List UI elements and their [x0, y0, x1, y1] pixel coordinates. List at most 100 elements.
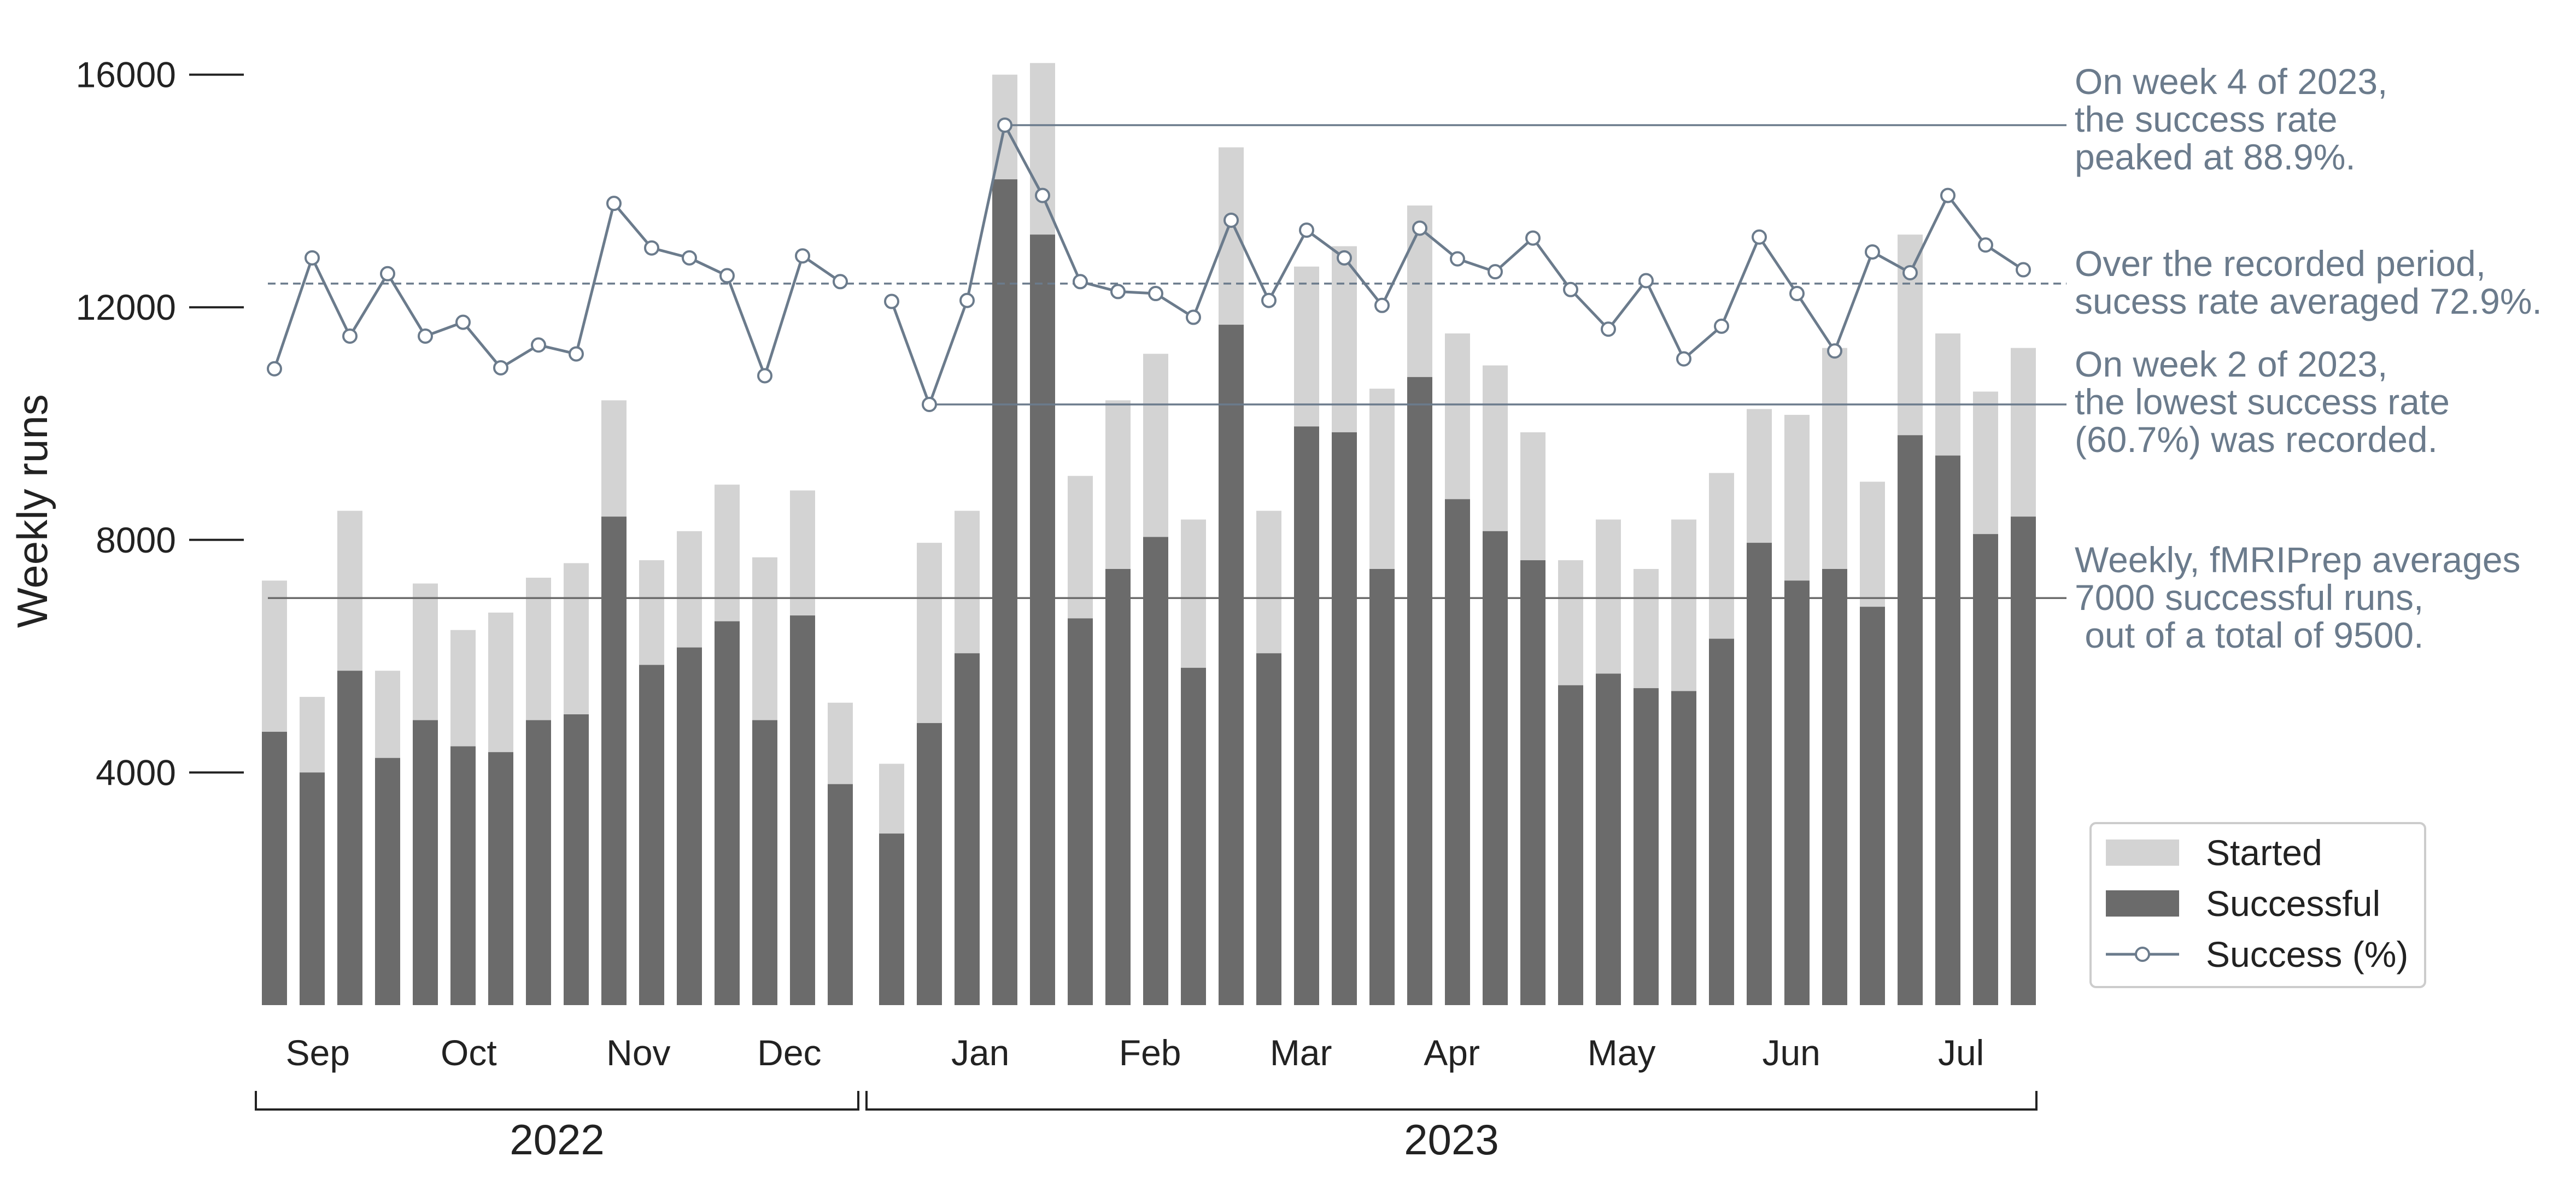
success-rate-point	[1412, 220, 1427, 236]
bar-successful	[1747, 543, 1772, 1005]
year-bracket	[865, 1091, 2038, 1111]
success-rate-point	[1261, 292, 1277, 308]
success-rate-point	[1752, 229, 1767, 245]
bar-successful	[488, 752, 513, 1005]
bar-successful	[564, 714, 589, 1005]
success-rate-line-2022	[273, 200, 841, 380]
month-label: Oct	[441, 1032, 497, 1073]
y-tick-label: 16000	[75, 55, 176, 95]
y-axis-label: Weekly runs	[8, 394, 56, 628]
success-rate-point	[1902, 265, 1918, 280]
bar-successful	[1219, 325, 1244, 1005]
success-rate-point	[2016, 262, 2031, 278]
success-rate-point	[493, 360, 508, 375]
bar-successful	[1143, 537, 1168, 1005]
success-rate-point	[1714, 318, 1729, 334]
legend-label: Success (%)	[2206, 934, 2408, 974]
bar-successful	[337, 671, 362, 1005]
bar-successful	[1445, 499, 1470, 1005]
bar-successful	[677, 647, 702, 1005]
success-rate-point	[1827, 343, 1842, 359]
bar-successful	[1332, 432, 1357, 1006]
bar-successful	[790, 615, 815, 1005]
success-rate-point	[1940, 187, 1956, 203]
success-rate-point	[1978, 237, 1993, 253]
success-rate-point	[1374, 297, 1390, 313]
annotation-text: (60.7%) was recorded.	[2075, 419, 2438, 460]
success-rate-point	[1865, 244, 1880, 260]
success-rate-point	[997, 118, 1012, 133]
success-rate-point	[833, 274, 848, 290]
bar-successful	[917, 723, 942, 1005]
bar-successful	[2011, 516, 2036, 1005]
bar-successful	[1709, 638, 1734, 1005]
month-label: Jun	[1762, 1032, 1820, 1073]
annotation-text: peaked at 88.9%.	[2075, 137, 2356, 177]
success-rate-point	[795, 248, 810, 264]
success-rate-point	[1223, 212, 1239, 228]
bar-successful	[639, 665, 664, 1005]
x-axis-years: 2022 2023	[255, 1091, 2038, 1164]
y-tick-label: 12000	[75, 287, 176, 327]
success-rate-point	[1676, 351, 1691, 367]
success-rate-point	[1148, 286, 1163, 302]
success-rate-point	[644, 240, 659, 256]
success-rate-point	[380, 266, 395, 281]
month-label: Dec	[757, 1032, 821, 1073]
year-label: 2023	[1404, 1116, 1499, 1164]
success-rate-point	[922, 397, 937, 412]
y-tick-label: 8000	[96, 520, 176, 560]
bar-successful	[526, 720, 551, 1005]
bar-successful	[1483, 531, 1508, 1005]
success-rate-point	[1299, 222, 1314, 238]
annotation-text: sucess rate averaged 72.9%.	[2075, 281, 2542, 321]
annotation-text: the lowest success rate	[2075, 381, 2450, 422]
legend-swatch-successful	[2106, 890, 2179, 917]
y-tick-label: 4000	[96, 752, 176, 792]
bar-successful	[879, 833, 904, 1005]
bar-successful	[1822, 569, 1847, 1005]
bar-successful	[715, 621, 740, 1005]
success-rate-point	[884, 293, 899, 309]
success-rate-point	[569, 346, 584, 362]
bar-successful	[1294, 426, 1319, 1005]
success-rate-point	[719, 268, 735, 284]
bar-successful	[955, 653, 980, 1005]
success-rate-point	[1073, 274, 1088, 290]
success-rate-point	[1601, 321, 1616, 337]
success-rate-point	[757, 368, 772, 384]
bars	[262, 63, 2036, 1006]
success-rate-point	[682, 250, 697, 266]
bar-successful	[1784, 580, 1810, 1005]
month-label: Jul	[1938, 1032, 1984, 1073]
annotation-text: the success rate	[2075, 99, 2338, 139]
month-label: Mar	[1270, 1032, 1332, 1073]
success-rate-point	[1035, 187, 1050, 203]
annotation-text: On week 4 of 2023,	[2075, 61, 2387, 102]
annotation-text: On week 2 of 2023,	[2075, 344, 2387, 384]
bar-successful	[1256, 653, 1281, 1005]
bar-successful	[1973, 534, 1998, 1005]
success-rate-point	[418, 328, 433, 344]
bar-successful	[1935, 455, 1960, 1005]
bar-successful	[1671, 691, 1696, 1005]
month-label: Feb	[1119, 1032, 1181, 1073]
success-rate-point	[1110, 284, 1126, 300]
bar-successful	[752, 720, 777, 1005]
year-label: 2022	[510, 1116, 605, 1164]
bar-successful	[828, 784, 853, 1005]
success-rate-point	[455, 314, 471, 330]
reference-lines	[268, 124, 2066, 599]
month-label: Apr	[1424, 1032, 1480, 1073]
legend-label: Started	[2206, 832, 2322, 873]
success-rate-point	[342, 328, 358, 344]
success-rate-point	[959, 292, 975, 308]
success-rate-point	[1638, 273, 1654, 289]
bar-successful	[300, 772, 325, 1005]
success-rate-point	[1488, 264, 1503, 280]
bar-successful	[1634, 688, 1659, 1005]
month-label: May	[1588, 1032, 1656, 1073]
success-rate-point	[606, 196, 622, 212]
bar-successful	[262, 731, 287, 1005]
